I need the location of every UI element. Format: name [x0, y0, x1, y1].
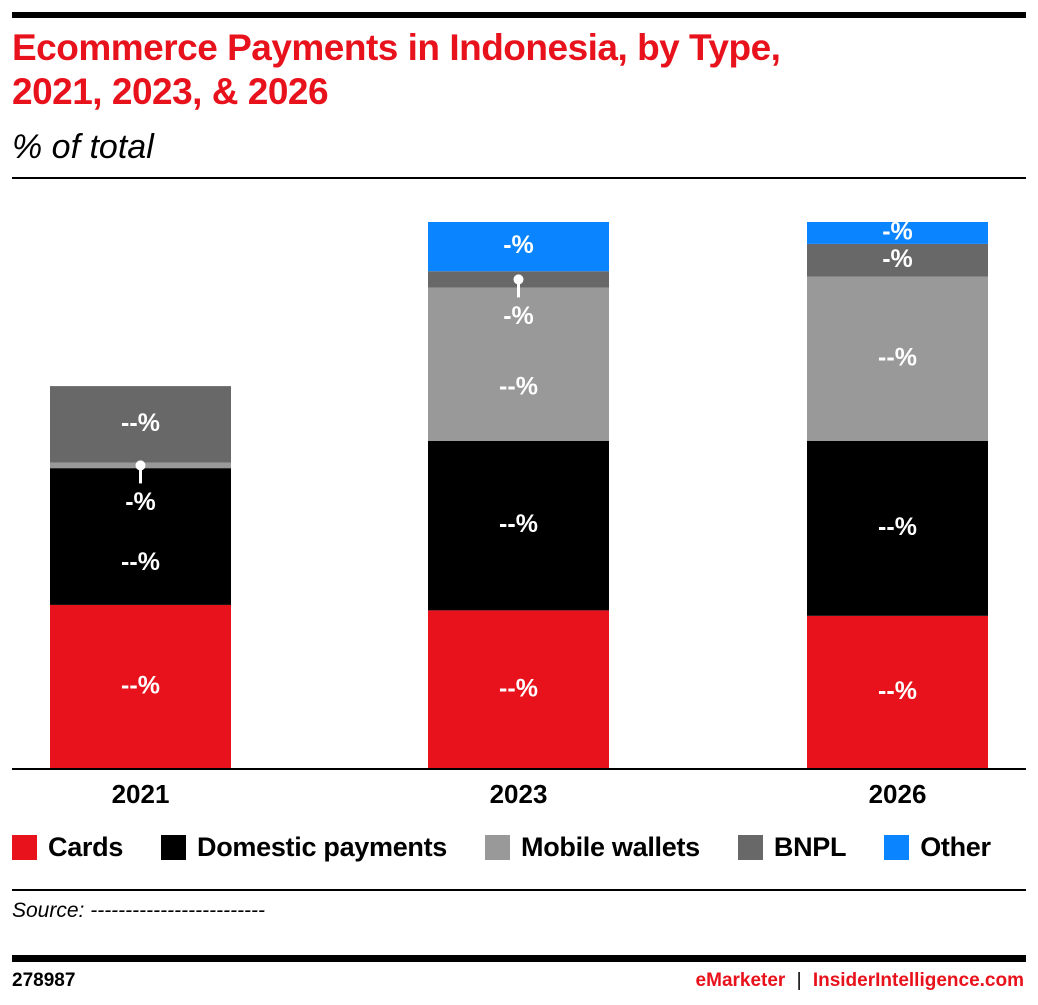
- title-line-1: Ecommerce Payments in Indonesia, by Type…: [12, 27, 781, 68]
- legend-swatch: [884, 835, 910, 860]
- chart-id: 278987: [12, 970, 76, 991]
- callout-dot: [513, 274, 524, 285]
- chart-subtitle: % of total: [12, 128, 154, 166]
- brand-link[interactable]: InsiderIntelligence.com: [812, 970, 1024, 991]
- x-tick-label: 2023: [490, 779, 548, 809]
- brand-emarketer[interactable]: eMarketer: [695, 970, 786, 991]
- bar-segment-domestic-payments-2021: [50, 468, 231, 605]
- legend-label: Mobile wallets: [521, 832, 700, 862]
- legend: Cards Domestic payments Mobile wallets BNPL…: [12, 832, 1029, 863]
- x-tick-label: 2026: [869, 779, 927, 809]
- legend-item-mobile-wallets: Mobile wallets: [485, 832, 700, 863]
- bar-segment-cards-2023: [428, 610, 609, 769]
- title-line-2: 2021, 2023, & 2026: [12, 71, 329, 112]
- data-label: --%: [121, 672, 160, 700]
- legend-swatch: [12, 835, 37, 860]
- bar-segment-domestic-payments-2026: [807, 440, 988, 616]
- data-label: --%: [121, 548, 160, 576]
- top-rule: [12, 12, 1026, 18]
- data-label: --%: [878, 677, 917, 705]
- data-label: --%: [878, 513, 917, 541]
- bar-segment-domestic-payments-2023: [428, 440, 609, 611]
- bar-segment-bnpl-2026: [807, 243, 988, 277]
- data-label: --%: [499, 510, 538, 538]
- x-tick-label: 2021: [112, 779, 170, 809]
- legend-item-other: Other: [884, 832, 991, 863]
- stacked-bar-chart: --%--%-%--%2021--%--%--%-%-%2023--%--%--…: [12, 218, 1026, 809]
- legend-swatch: [485, 835, 511, 860]
- footer-rule: [12, 955, 1026, 962]
- data-label: --%: [878, 343, 917, 371]
- brand-separator: |: [796, 970, 802, 991]
- legend-label: Cards: [48, 832, 124, 862]
- legend-swatch: [161, 835, 187, 860]
- bar-segment-bnpl-2021: [50, 386, 231, 463]
- source-note: Source: -------------------------: [12, 899, 266, 922]
- bar-segment-cards-2021: [50, 604, 231, 769]
- bar-segment-other-2026: [807, 222, 988, 244]
- header-divider: [12, 177, 1026, 179]
- legend-item-bnpl: BNPL: [737, 832, 847, 863]
- source-divider: [12, 889, 1026, 891]
- legend-item-domestic-payments: Domestic payments: [161, 832, 447, 863]
- data-label: --%: [499, 674, 538, 702]
- callout-dot: [135, 460, 146, 471]
- data-label: -%: [125, 488, 156, 516]
- data-label: --%: [121, 409, 160, 437]
- legend-label: Other: [920, 832, 991, 862]
- brand: eMarketer | InsiderIntelligence.com: [696, 970, 1024, 992]
- legend-swatch: [737, 835, 763, 860]
- bar-segment-other-2023: [428, 222, 609, 272]
- bar-segment-mobile-wallets-2026: [807, 276, 988, 441]
- data-label: -%: [503, 302, 534, 330]
- data-label: -%: [882, 218, 913, 246]
- data-label: -%: [503, 231, 534, 259]
- data-label: --%: [499, 373, 538, 401]
- legend-label: BNPL: [773, 832, 847, 862]
- legend-label: Domestic payments: [197, 832, 448, 862]
- legend-item-cards: Cards: [12, 832, 123, 863]
- data-label: -%: [882, 245, 913, 273]
- bar-segment-cards-2026: [807, 615, 988, 769]
- chart-title: Ecommerce Payments in Indonesia, by Type…: [12, 26, 1012, 114]
- bar-segment-mobile-wallets-2023: [428, 287, 609, 441]
